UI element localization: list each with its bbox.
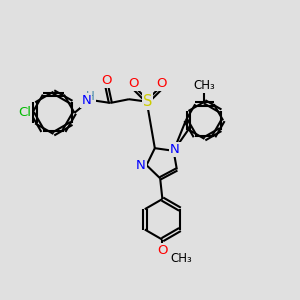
Text: S: S: [143, 94, 152, 109]
Text: N: N: [136, 159, 146, 172]
Text: N: N: [82, 94, 91, 107]
Text: CH₃: CH₃: [170, 252, 192, 265]
Text: Cl: Cl: [18, 106, 32, 119]
Text: O: O: [101, 74, 112, 87]
Text: H: H: [86, 90, 95, 103]
Text: CH₃: CH₃: [194, 79, 215, 92]
Text: N: N: [170, 143, 180, 156]
Text: O: O: [128, 77, 139, 90]
Text: O: O: [156, 77, 167, 90]
Text: O: O: [157, 244, 168, 257]
